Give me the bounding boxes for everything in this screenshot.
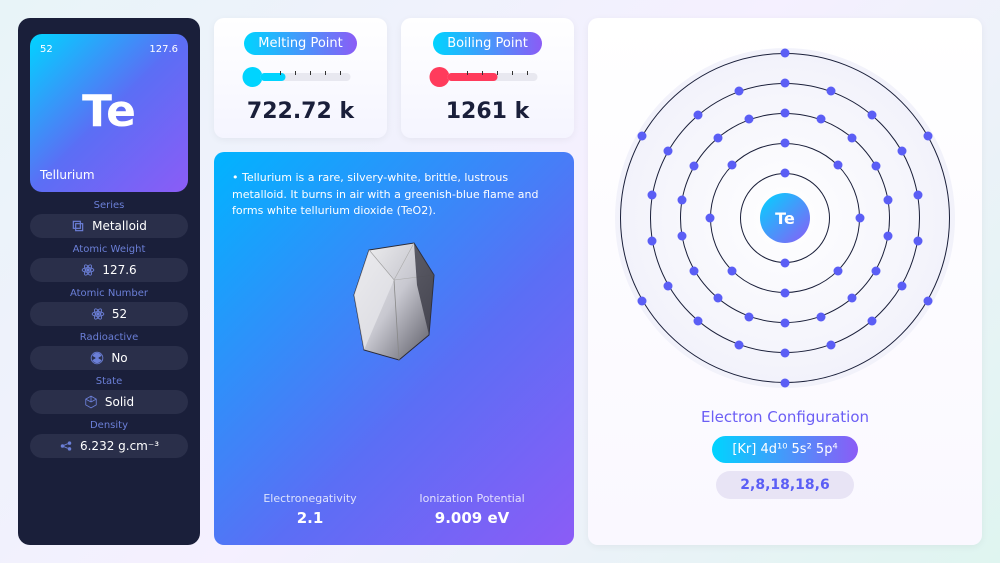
atomic-mass: 127.6 <box>149 44 178 55</box>
element-tile: 52 127.6 Te Tellurium <box>30 34 188 192</box>
main-content: Melting Point 722.72 k Boiling Point 126… <box>214 18 982 545</box>
atomic-number: 52 <box>40 44 53 55</box>
bohr-model: Te <box>615 48 955 388</box>
boiling-value: 1261 k <box>446 99 530 124</box>
thermometer-cold-icon <box>228 65 373 89</box>
property-state: StateSolid <box>30 376 188 414</box>
property-radioactive: RadioactiveNo <box>30 332 188 370</box>
element-symbol: Te <box>40 90 178 134</box>
radioactive-icon <box>90 351 104 365</box>
electron-config-card: Te Electron Configuration [Kr] 4d¹⁰ 5s² … <box>588 18 982 545</box>
nucleus: Te <box>760 193 810 243</box>
melting-label: Melting Point <box>244 32 356 55</box>
property-atomic-number: Atomic Number52 <box>30 288 188 326</box>
mineral-image <box>339 235 449 365</box>
sidebar: 52 127.6 Te Tellurium SeriesMetalloid Ato… <box>18 18 200 545</box>
description-card: • Tellurium is a rare, silvery-white, br… <box>214 152 574 545</box>
melting-point-card: Melting Point 722.72 k <box>214 18 387 138</box>
layers-icon <box>71 219 85 233</box>
boiling-label: Boiling Point <box>433 32 542 55</box>
property-atomic-weight: Atomic Weight127.6 <box>30 244 188 282</box>
boiling-point-card: Boiling Point 1261 k <box>401 18 574 138</box>
electronegativity-stat: Electronegativity 2.1 <box>263 492 356 527</box>
atom-icon <box>91 307 105 321</box>
thermometer-hot-icon <box>415 65 560 89</box>
melting-value: 722.72 k <box>247 99 354 124</box>
property-series: SeriesMetalloid <box>30 200 188 238</box>
molecule-icon <box>59 439 73 453</box>
electron-config-value: [Kr] 4d¹⁰ 5s² 5p⁴ <box>712 436 857 463</box>
element-name: Tellurium <box>40 168 178 182</box>
electron-shells: 2,8,18,18,6 <box>716 471 853 499</box>
atom-icon <box>81 263 95 277</box>
electron-config-title: Electron Configuration <box>701 408 869 426</box>
ionization-stat: Ionization Potential 9.009 eV <box>419 492 524 527</box>
description-text: • Tellurium is a rare, silvery-white, br… <box>232 170 556 220</box>
cube-icon <box>84 395 98 409</box>
property-density: Density6.232 g.cm⁻³ <box>30 420 188 458</box>
